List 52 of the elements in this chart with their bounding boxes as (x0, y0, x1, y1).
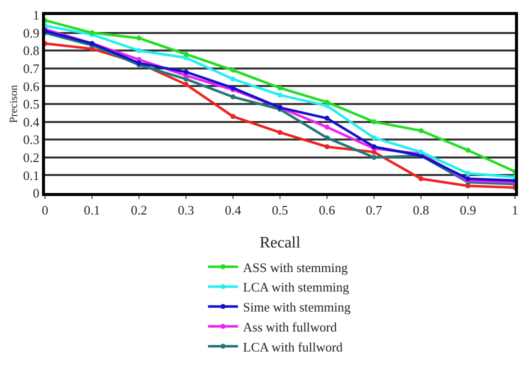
point (324, 100, 330, 105)
point (278, 85, 282, 90)
y-tick-label: 0 (32, 186, 40, 201)
legend-label: LCA with fullword (243, 339, 344, 354)
point (184, 69, 188, 74)
y-tick-label: 0.7 (23, 60, 40, 76)
legend-label: Ass with fullword (243, 319, 338, 334)
point (418, 128, 424, 134)
x-tick-label: 0.4 (224, 202, 242, 218)
y-tick-label: 0.9 (23, 25, 40, 40)
y-tick-label: 0.4 (23, 114, 40, 130)
legend-label: LCA with stemming (243, 280, 350, 295)
point (230, 114, 236, 119)
point (324, 135, 330, 140)
point (372, 135, 376, 140)
point (136, 36, 142, 41)
point (324, 124, 330, 130)
y-tick-label: 0.1 (23, 168, 40, 183)
point (324, 116, 330, 121)
x-tick-label: 0.9 (460, 202, 476, 218)
point (230, 68, 236, 73)
x-tick-label: 0.3 (178, 202, 194, 218)
x-tick-label: 0.2 (130, 202, 148, 218)
x-axis-title: Recall (260, 234, 301, 252)
point (418, 176, 424, 182)
point (184, 52, 188, 57)
point (324, 144, 330, 150)
point (466, 170, 470, 176)
legend-label: Sime with stemming (243, 300, 352, 315)
y-tick-label: 0.2 (23, 150, 40, 165)
x-tick-label: 0.5 (272, 202, 288, 218)
y-tick-label: 0.5 (23, 96, 40, 112)
point (372, 119, 376, 124)
point (136, 48, 142, 54)
y-tick-label: 0.6 (23, 78, 40, 94)
point (372, 154, 376, 160)
point (278, 130, 282, 135)
x-tick-label: 0.8 (412, 202, 430, 218)
point (278, 92, 282, 98)
point (184, 82, 188, 87)
x-tick-label: 0.1 (84, 202, 100, 218)
y-axis-title: Precison (8, 84, 20, 123)
point (466, 148, 470, 153)
point (230, 76, 236, 82)
x-tick-label: 1 (512, 202, 518, 218)
x-tick-label: 0.6 (318, 202, 336, 218)
legend-label: ASS with stemming (243, 260, 348, 275)
y-tick-label: 1 (32, 8, 40, 23)
point (230, 94, 236, 100)
x-tick-label: 0.7 (366, 202, 383, 218)
y-tick-label: 0.3 (23, 132, 40, 148)
y-tick-label: 0.8 (23, 43, 40, 58)
